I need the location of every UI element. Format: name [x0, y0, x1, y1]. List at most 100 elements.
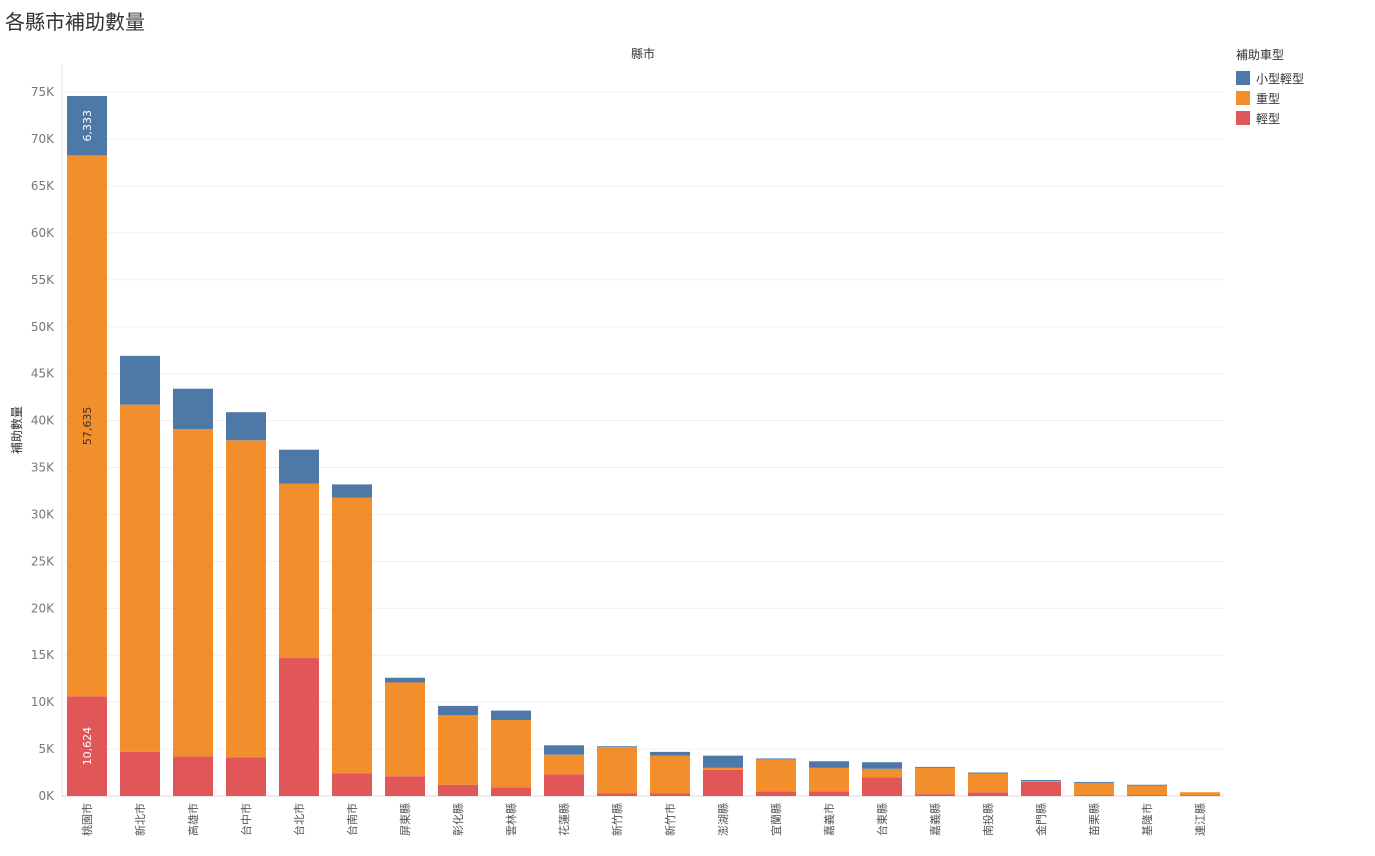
- legend-label: 輕型: [1256, 111, 1281, 126]
- x-category-label: 澎湖縣: [717, 803, 730, 836]
- y-tick-label: 70K: [31, 132, 55, 146]
- bar-segment: [650, 793, 690, 796]
- bar-segment: [491, 787, 531, 796]
- bar-segment: [544, 754, 584, 775]
- x-category-label: 南投縣: [981, 803, 995, 836]
- data-label: 6,333: [81, 110, 94, 142]
- bar-segment: [491, 719, 531, 788]
- legend-label: 重型: [1256, 91, 1281, 106]
- bars: [67, 95, 1220, 796]
- y-axis-ticks: 0K 5K 10K 15K 20K 25K 30K 35K 40K 45K 50K 55K 60K 65K…: [31, 85, 55, 803]
- bar-segment: [279, 658, 319, 796]
- bar-segment: [173, 756, 213, 796]
- y-tick-label: 60K: [31, 226, 55, 240]
- bar-segment: [756, 791, 796, 796]
- bar-segment: [544, 774, 584, 796]
- x-category-label: 新竹市: [663, 803, 677, 836]
- bar-segment: [226, 757, 266, 796]
- y-tick-label: 35K: [31, 461, 55, 475]
- bar-segment: [597, 746, 637, 748]
- bar-segment: [968, 772, 1008, 774]
- bar-segment: [544, 745, 584, 755]
- bar-segment: [438, 784, 478, 796]
- bar-segment: [703, 755, 743, 768]
- bar-segment: [332, 773, 372, 796]
- bar-segment: [1074, 795, 1114, 796]
- bar-segment: [120, 404, 160, 752]
- bar-segment: [173, 388, 213, 430]
- bar-segment: [915, 767, 955, 795]
- bar-segment: [650, 755, 690, 794]
- y-tick-label: 0K: [38, 789, 55, 803]
- bar-segment: [1127, 795, 1167, 796]
- x-category-label: 連江縣: [1193, 803, 1207, 836]
- bar-segment: [1127, 784, 1167, 786]
- bar-segment: [756, 758, 796, 760]
- bar-segment: [226, 440, 266, 758]
- bar-segment: [650, 751, 690, 756]
- y-tick-label: 30K: [31, 507, 55, 521]
- y-tick-label: 5K: [38, 742, 55, 756]
- bar-segment: [226, 412, 266, 441]
- legend-swatch: [1236, 111, 1250, 125]
- legend-title: 補助車型: [1236, 48, 1285, 62]
- legend-swatch: [1236, 71, 1250, 85]
- bar-segment: [120, 355, 160, 405]
- x-category-label: 高雄市: [186, 803, 200, 836]
- y-tick-label: 10K: [31, 695, 55, 709]
- bar-segment: [915, 766, 955, 768]
- bar-segment: [862, 768, 902, 778]
- bar-segment: [438, 705, 478, 716]
- bar-segment: [862, 777, 902, 796]
- bar-segment: [279, 483, 319, 659]
- bar-segment: [1021, 780, 1061, 781]
- x-category-label: 新竹縣: [610, 803, 624, 836]
- bar-segment: [385, 677, 425, 683]
- x-category-label: 台北市: [292, 803, 306, 836]
- y-tick-label: 15K: [31, 648, 55, 662]
- bar-segment: [438, 715, 478, 785]
- x-category-label: 桃園市: [80, 803, 94, 836]
- y-tick-label: 25K: [31, 554, 55, 568]
- y-tick-label: 20K: [31, 601, 55, 615]
- bar-segment: [385, 776, 425, 796]
- x-category-label: 宜蘭縣: [769, 803, 783, 836]
- bar-segment: [809, 791, 849, 796]
- bar-segment: [809, 767, 849, 792]
- bar-segment: [915, 794, 955, 796]
- bar-segment: [703, 769, 743, 796]
- data-label: 57,635: [81, 407, 94, 446]
- legend-label: 小型輕型: [1256, 71, 1305, 86]
- legend-item-heavy[interactable]: 重型: [1236, 88, 1304, 108]
- bar-segment: [703, 767, 743, 770]
- bar-segment: [809, 761, 849, 768]
- legend-item-small-light[interactable]: 小型輕型: [1236, 68, 1304, 88]
- chart-title: 各縣市補助數量: [5, 10, 145, 34]
- bar-segment: [1180, 792, 1220, 796]
- y-tick-label: 75K: [31, 85, 55, 99]
- y-tick-label: 50K: [31, 320, 55, 334]
- bar-segment: [385, 682, 425, 777]
- x-category-label: 台南市: [345, 803, 359, 836]
- bar-segment: [1021, 780, 1061, 782]
- bar-segment: [1021, 781, 1061, 796]
- bar-segment: [332, 497, 372, 774]
- legend-item-light[interactable]: 輕型: [1236, 108, 1304, 128]
- bar-segment: [332, 484, 372, 498]
- x-category-label: 基隆市: [1140, 803, 1154, 836]
- data-labels: 6,333 57,635 10,624: [81, 110, 94, 765]
- data-label: 10,624: [81, 727, 94, 766]
- x-axis-title: 縣市: [631, 46, 655, 61]
- x-category-label: 花蓮縣: [557, 803, 571, 836]
- bar-segment: [597, 747, 637, 794]
- bar-segment: [173, 429, 213, 757]
- bar-segment: [67, 696, 107, 796]
- bar-segment: [968, 792, 1008, 796]
- x-category-label: 金門縣: [1034, 803, 1048, 836]
- y-axis-title: 補助數量: [10, 406, 24, 454]
- bar-segment: [756, 759, 796, 792]
- bar-segment: [491, 710, 531, 720]
- bar-segment: [862, 762, 902, 769]
- x-category-label: 苗栗縣: [1088, 803, 1101, 836]
